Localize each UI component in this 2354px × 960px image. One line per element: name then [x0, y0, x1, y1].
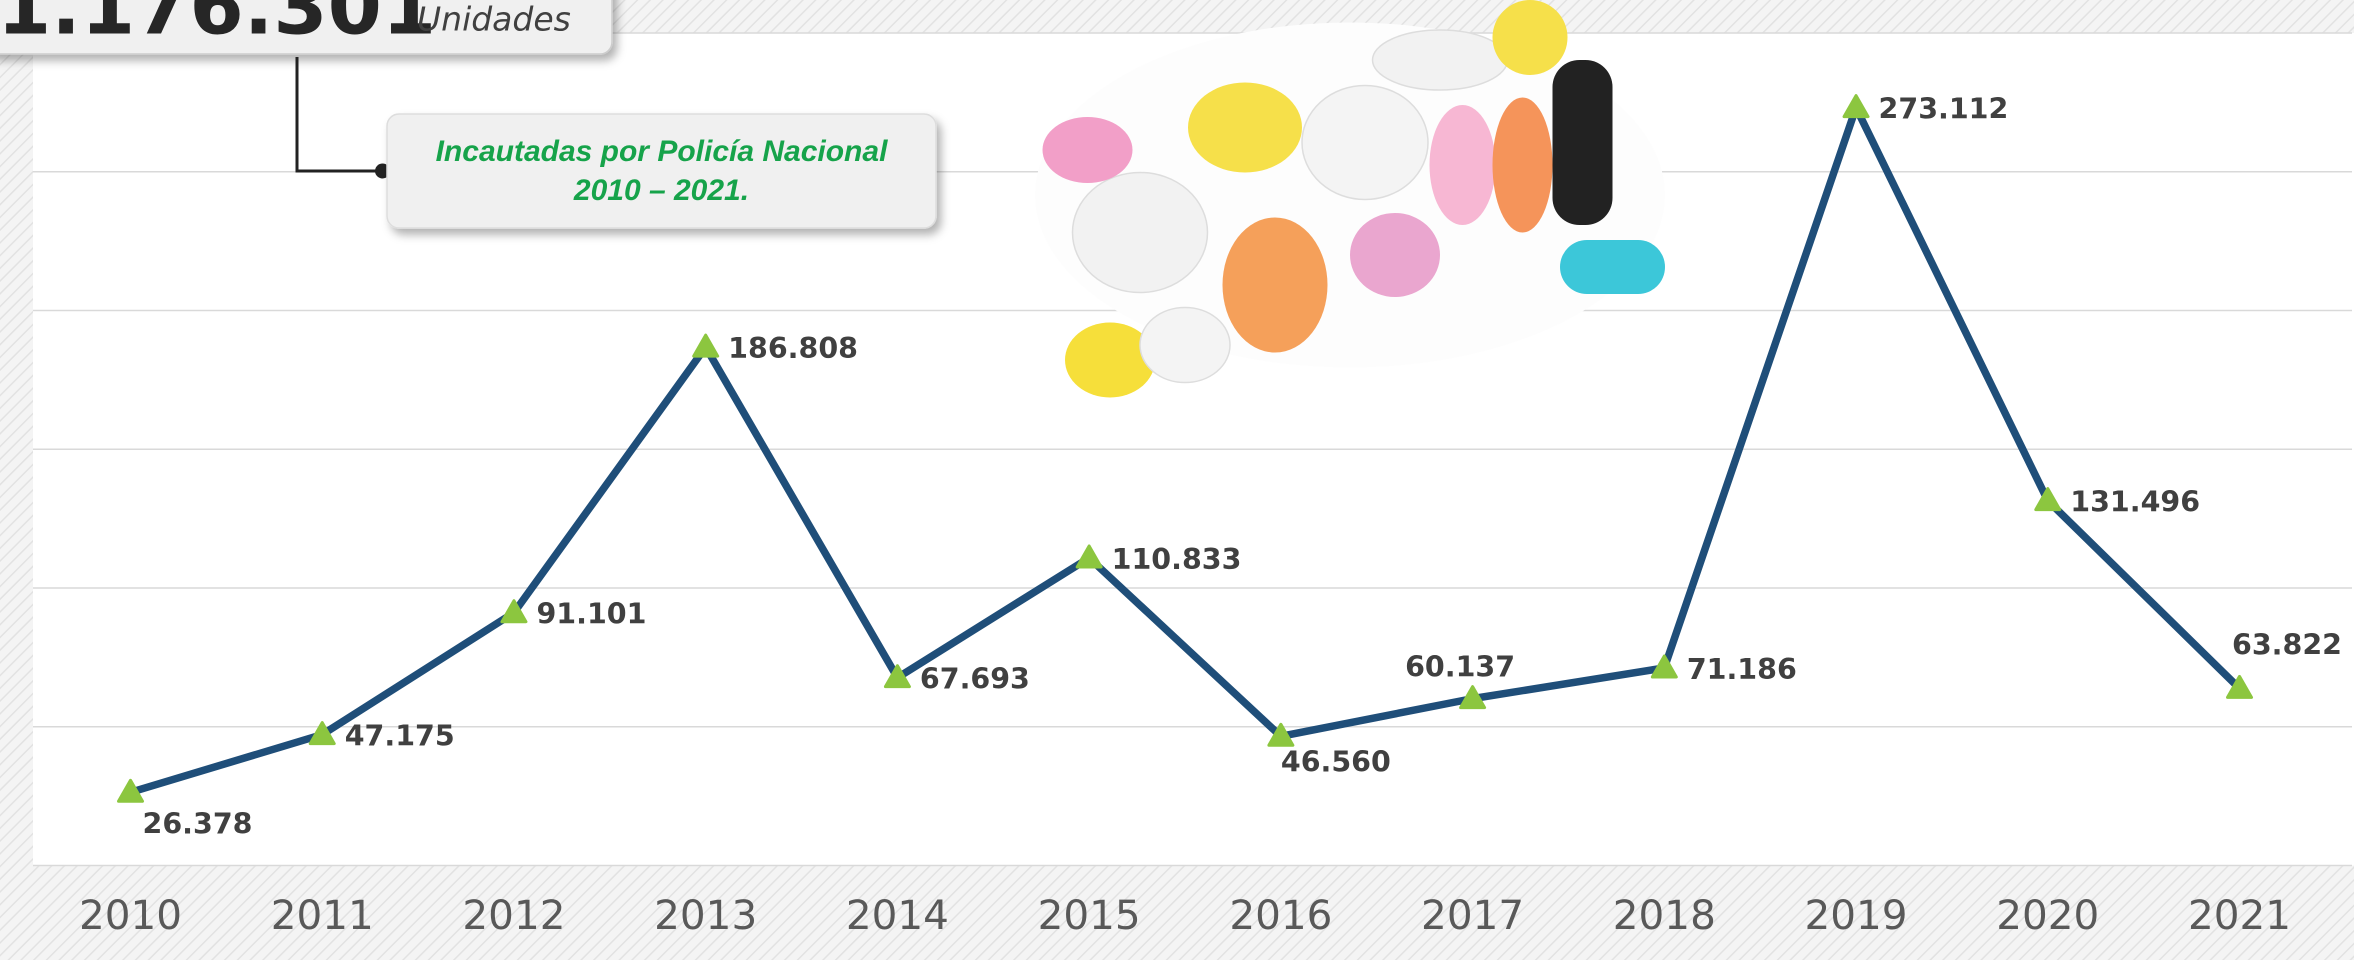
data-label: 110.833 [1112, 543, 1242, 576]
annotation: 2010 – 2021. [573, 174, 749, 207]
marker [1459, 685, 1487, 710]
x-tick-label: 2010 [79, 891, 182, 939]
x-tick-label: 2017 [1421, 891, 1524, 939]
marker [2226, 674, 2254, 699]
marker [117, 778, 145, 803]
data-label: 63.822 [2232, 628, 2342, 661]
x-tick-label: 2013 [654, 891, 757, 939]
annotation-box [386, 113, 937, 229]
marker [2034, 487, 2062, 512]
data-label: 47.175 [345, 720, 455, 753]
title-box [0, 0, 613, 55]
data-label: 273.112 [1879, 93, 2009, 126]
subtitle: Unidades [417, 0, 571, 39]
marker [308, 721, 336, 746]
data-label: 131.496 [2070, 486, 2200, 519]
x-tick-label: 2015 [1038, 891, 1141, 939]
data-label: 67.693 [920, 663, 1030, 696]
data-label: 46.560 [1281, 745, 1391, 778]
marker [883, 664, 911, 689]
x-tick-label: 2019 [1805, 891, 1908, 939]
x-tick-label: 2021 [2188, 891, 2291, 939]
x-tick-label: 2020 [1996, 891, 2099, 939]
data-label: 91.101 [536, 598, 646, 631]
connector [295, 57, 383, 173]
pills-image [1035, 0, 1666, 398]
x-tick-label: 2012 [462, 891, 565, 939]
annotation: Incautadas por Policía Nacional [436, 135, 888, 168]
title: 1.176.301 [0, 0, 436, 52]
marker [1842, 94, 1870, 119]
x-tick-label: 2016 [1229, 891, 1332, 939]
data-label: 26.378 [143, 807, 253, 840]
marker [1267, 722, 1295, 747]
marker [1650, 654, 1678, 679]
data-label: 71.186 [1687, 653, 1797, 686]
x-tick-label: 2014 [846, 891, 949, 939]
marker [692, 333, 720, 358]
x-tick-label: 2018 [1613, 891, 1716, 939]
data-label: 60.137 [1405, 651, 1515, 684]
marker [1075, 544, 1103, 569]
marker [500, 599, 528, 624]
data-label: 186.808 [728, 332, 858, 365]
x-tick-label: 2011 [271, 891, 374, 939]
line [129, 103, 2243, 796]
